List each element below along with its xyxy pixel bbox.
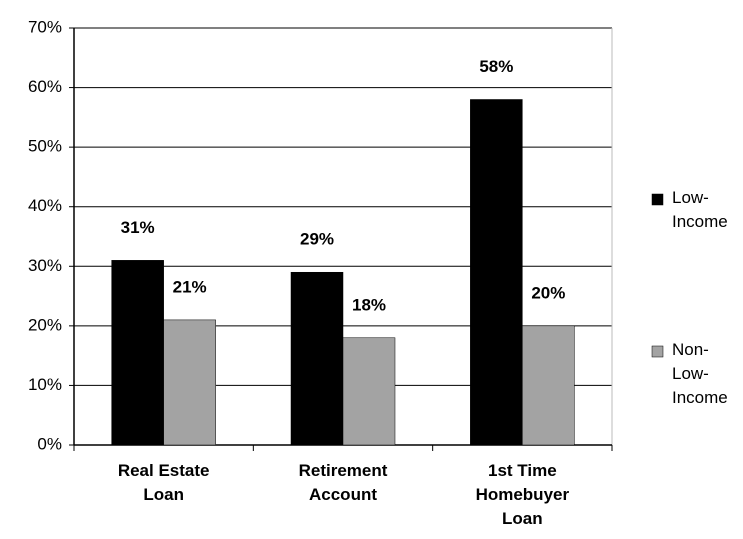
bar xyxy=(111,260,164,446)
legend-swatch xyxy=(651,345,664,358)
y-tick-label: 0% xyxy=(37,434,62,453)
y-tick-label: 10% xyxy=(28,375,62,394)
value-label: 21% xyxy=(173,277,207,296)
bar xyxy=(163,319,216,446)
bar xyxy=(342,337,396,446)
bar xyxy=(470,99,523,446)
legend-label: Non-Low-Income xyxy=(672,340,728,407)
y-tick-label: 60% xyxy=(28,77,62,96)
y-tick-label: 20% xyxy=(28,315,62,334)
value-label: 29% xyxy=(300,230,334,249)
x-tick-label: 1st Time Homebuyer Loan xyxy=(475,461,570,528)
legend-label: Low-Income xyxy=(672,188,728,231)
y-tick-label: 30% xyxy=(28,256,62,275)
legend-swatch xyxy=(651,193,664,206)
value-label: 18% xyxy=(352,295,386,314)
value-label: 58% xyxy=(479,57,513,76)
y-tick-label: 70% xyxy=(28,17,62,36)
y-tick-label: 40% xyxy=(28,196,62,215)
value-label: 20% xyxy=(531,283,565,302)
y-tick-label: 50% xyxy=(28,137,62,156)
x-tick-label: Retirement Account xyxy=(298,461,388,504)
bar xyxy=(290,271,344,446)
bar xyxy=(522,325,575,446)
x-tick-label: Real Estate Loan xyxy=(117,461,210,504)
value-label: 31% xyxy=(121,218,155,237)
